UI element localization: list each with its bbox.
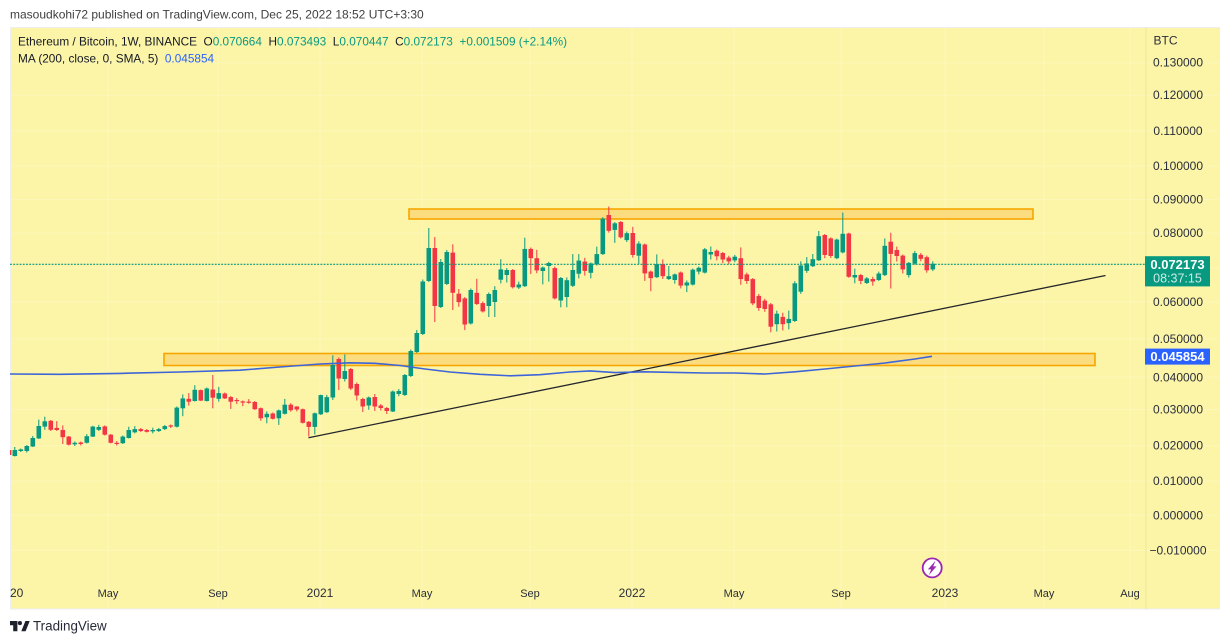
svg-text:May: May <box>98 588 119 600</box>
svg-text:Sep: Sep <box>208 588 228 600</box>
svg-text:May: May <box>1034 588 1055 600</box>
svg-text:20: 20 <box>10 586 24 600</box>
svg-text:0.045854: 0.045854 <box>1150 349 1205 364</box>
svg-text:08:37:15: 08:37:15 <box>1153 271 1202 285</box>
svg-text:Aug: Aug <box>1120 588 1140 600</box>
svg-text:2023: 2023 <box>932 586 959 600</box>
svg-text:Sep: Sep <box>520 588 540 600</box>
svg-text:0.090000: 0.090000 <box>1153 193 1203 207</box>
svg-text:BTC: BTC <box>1154 34 1178 48</box>
svg-text:0.080000: 0.080000 <box>1153 226 1203 240</box>
svg-text:0.072173: 0.072173 <box>1150 257 1204 272</box>
svg-text:0.120000: 0.120000 <box>1153 88 1203 102</box>
svg-text:−0.010000: −0.010000 <box>1149 543 1206 557</box>
svg-text:May: May <box>724 588 745 600</box>
svg-text:0.050000: 0.050000 <box>1153 332 1203 346</box>
svg-text:May: May <box>412 588 433 600</box>
svg-text:0.060000: 0.060000 <box>1153 295 1203 309</box>
svg-text:Sep: Sep <box>831 588 851 600</box>
svg-text:0.020000: 0.020000 <box>1153 439 1203 453</box>
svg-text:TradingView: TradingView <box>33 618 107 633</box>
svg-text:0.130000: 0.130000 <box>1153 56 1203 70</box>
svg-text:0.100000: 0.100000 <box>1153 159 1203 173</box>
svg-text:0.000000: 0.000000 <box>1153 508 1203 522</box>
svg-text:0.040000: 0.040000 <box>1153 370 1203 384</box>
svg-text:Ethereum / Bitcoin, 1W, BINANC: Ethereum / Bitcoin, 1W, BINANCE O0.07066… <box>18 35 567 49</box>
svg-text:2021: 2021 <box>307 586 334 600</box>
svg-text:0.110000: 0.110000 <box>1153 124 1202 138</box>
svg-text:2022: 2022 <box>619 586 646 600</box>
svg-text:masoudkohi72 published on Trad: masoudkohi72 published on TradingView.co… <box>10 8 424 22</box>
svg-text:0.010000: 0.010000 <box>1153 474 1203 488</box>
svg-text:0.030000: 0.030000 <box>1153 403 1203 417</box>
svg-text:MA (200, close, 0, SMA, 5) 0.: MA (200, close, 0, SMA, 5) 0.045854 <box>18 52 215 66</box>
